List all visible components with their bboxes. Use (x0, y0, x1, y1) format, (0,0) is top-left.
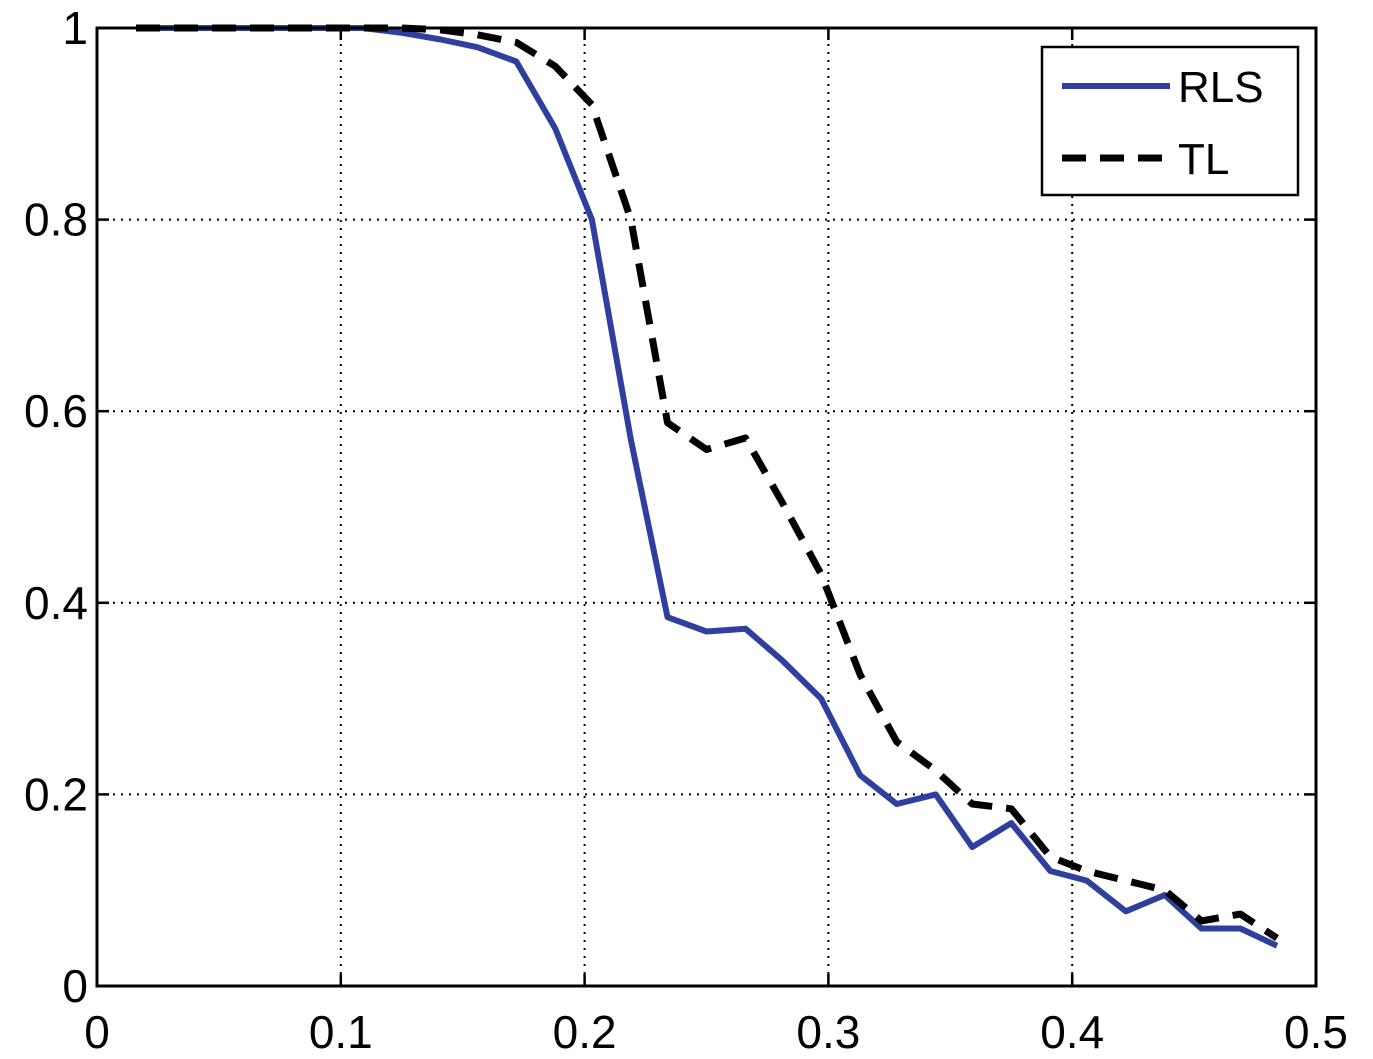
x-tick-label: 0 (84, 1006, 110, 1058)
x-tick-label: 0.2 (553, 1006, 617, 1058)
x-tick-label: 0.4 (1040, 1006, 1104, 1058)
grid (97, 28, 1316, 986)
x-tick-label: 0.1 (309, 1006, 373, 1058)
legend-box (1040, 45, 1300, 197)
x-tick-label: 0.3 (796, 1006, 860, 1058)
legend-label-rls: RLS (1178, 63, 1264, 112)
legend: RLS TL (1040, 45, 1300, 197)
y-tick-label: 0.6 (24, 385, 88, 437)
y-tick-label: 0.8 (24, 194, 88, 246)
plot-frame (95, 26, 1318, 988)
legend-label-tl: TL (1178, 135, 1229, 184)
y-tick-label: 0.4 (24, 577, 88, 629)
y-tick-label: 1 (62, 2, 88, 54)
x-tick-label: 0.5 (1284, 1006, 1348, 1058)
axis-ticks: 0 0.1 0.2 0.3 0.4 0.5 0 0.2 0.4 0.6 0.8 1 (24, 2, 1348, 1058)
y-tick-label: 0 (62, 960, 88, 1012)
y-tick-label: 0.2 (24, 768, 88, 820)
